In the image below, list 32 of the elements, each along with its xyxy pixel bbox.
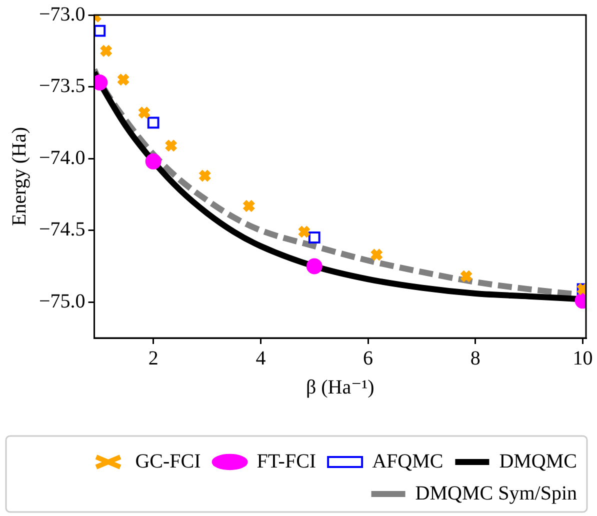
y-axis-title: Energy (Ha): [8, 126, 30, 226]
point: [297, 225, 311, 239]
point: [147, 116, 160, 129]
point: [460, 270, 474, 284]
point: [198, 169, 212, 183]
x-tick-label: 2: [148, 347, 158, 370]
point: [137, 106, 151, 120]
legend-label: GC-FCI: [135, 450, 201, 472]
y-tick-label: −73.5: [39, 75, 86, 98]
point: [306, 258, 322, 274]
legend-label: FT-FCI: [256, 450, 316, 472]
point: [164, 138, 178, 152]
legend-label: AFQMC: [372, 450, 444, 472]
legend-label: DMQMC Sym/Spin: [415, 482, 578, 504]
x-tick-label: 6: [363, 347, 374, 370]
y-tick-label: −74.5: [39, 218, 86, 241]
legend-label: DMQMC: [499, 450, 578, 472]
y-tick-label: −75.0: [39, 290, 86, 312]
point: [370, 248, 384, 262]
point: [145, 153, 162, 170]
point: [94, 74, 108, 90]
point: [94, 24, 106, 37]
x-tick-label: 8: [470, 347, 480, 370]
x-axis-title: β (Ha⁻¹): [306, 376, 374, 398]
point: [308, 232, 320, 244]
x-tick-label: 4: [256, 347, 266, 370]
point: [242, 199, 256, 213]
x-tick-label: 10: [572, 347, 593, 370]
y-tick-label: −73.0: [39, 3, 86, 26]
y-tick-label: −74.0: [39, 146, 86, 169]
point: [99, 44, 113, 58]
point: [116, 72, 130, 86]
